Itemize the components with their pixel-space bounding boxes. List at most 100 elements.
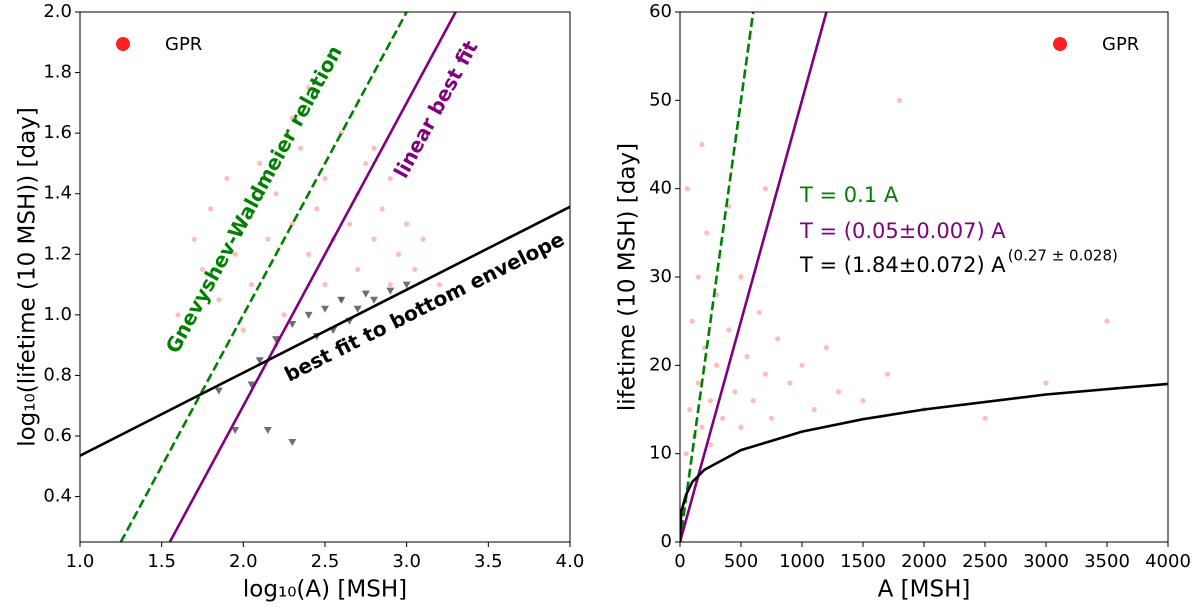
x-tick-label: 4000 — [1145, 551, 1191, 572]
point — [762, 186, 769, 192]
point — [768, 415, 775, 421]
point — [232, 251, 238, 257]
panel: 0 500 1000 1500 2000 2500 3000 3500 4000 0 10 20 30 4… — [615, 1, 1191, 603]
point — [897, 97, 903, 103]
point — [695, 380, 701, 386]
point — [707, 398, 714, 404]
point — [762, 371, 769, 377]
point — [412, 266, 418, 273]
point — [306, 251, 312, 257]
fit-line — [680, 12, 828, 542]
x-tick-label: 1000 — [779, 551, 825, 572]
point — [257, 160, 263, 167]
y-tick-label: 0.4 — [43, 486, 72, 507]
fit-line — [168, 12, 457, 542]
point — [714, 362, 720, 368]
y-tick-label: 40 — [649, 178, 672, 199]
point — [726, 327, 732, 333]
annotation-exponent: (0.27 ± 0.028) — [1008, 247, 1118, 265]
point — [248, 281, 255, 288]
point — [216, 297, 222, 303]
point — [273, 191, 279, 197]
point — [707, 442, 714, 448]
x-tick-label: 3500 — [1084, 551, 1130, 572]
x-tick-label: 0 — [674, 551, 685, 572]
fit-line — [680, 382, 1168, 542]
point — [982, 415, 988, 421]
point — [355, 266, 361, 273]
y-tick-label: 1.6 — [43, 122, 72, 143]
x-tick-label: 2500 — [962, 551, 1008, 572]
legend-label: GPR — [165, 34, 202, 55]
legend-marker — [1053, 37, 1067, 51]
x-tick-label: 4.0 — [556, 551, 585, 572]
point — [281, 312, 287, 318]
point — [387, 281, 393, 288]
point — [689, 318, 695, 324]
triangle-point — [288, 439, 297, 447]
annotation: T = (0.05±0.007) A — [799, 219, 1006, 243]
x-tick-label: 2.5 — [311, 551, 340, 572]
triangle-point — [321, 305, 329, 313]
y-tick-label: 0.8 — [43, 364, 72, 385]
plot-area — [680, 12, 1168, 542]
point — [199, 266, 206, 273]
point — [775, 336, 781, 342]
point — [289, 115, 295, 121]
triangle-point — [255, 357, 264, 365]
point — [1104, 318, 1110, 324]
point — [811, 406, 817, 413]
point — [699, 424, 705, 430]
point — [436, 281, 442, 288]
x-tick-label: 500 — [724, 551, 758, 572]
annotation: T = (1.84±0.072) A — [799, 253, 1006, 277]
point — [240, 221, 246, 227]
point — [371, 145, 377, 151]
fit-line — [680, 12, 755, 542]
point — [379, 206, 385, 212]
y-tick-label: 10 — [649, 443, 672, 464]
x-tick-label: 3.0 — [392, 551, 421, 572]
point — [860, 398, 866, 404]
triangle-point — [386, 287, 395, 295]
triangle-point — [231, 426, 240, 434]
point — [732, 389, 738, 395]
point — [699, 141, 705, 148]
x-tick-label: 2000 — [901, 551, 947, 572]
point — [387, 175, 393, 182]
point — [787, 380, 793, 386]
point — [224, 175, 230, 182]
point — [371, 236, 377, 242]
triangle-point — [272, 336, 280, 344]
point — [322, 175, 328, 182]
x-tick-label: 1.5 — [147, 551, 176, 572]
point — [306, 85, 312, 91]
fit-line — [119, 12, 408, 542]
legend-label: GPR — [1102, 34, 1139, 55]
triangle-point — [288, 320, 297, 328]
point — [297, 145, 304, 151]
annotation: Gnevyshev-Waldmeier relation — [161, 41, 347, 357]
y-tick-label: 1.4 — [43, 183, 72, 204]
y-tick-label: 0 — [661, 531, 672, 552]
triangle-point — [361, 290, 370, 298]
point — [208, 206, 214, 212]
point — [322, 281, 328, 288]
point — [191, 236, 197, 242]
plot-area — [80, 12, 570, 542]
point — [799, 362, 805, 368]
x-tick-label: 2.0 — [229, 551, 258, 572]
x-tick-label: 3000 — [1023, 551, 1069, 572]
y-tick-label: 1.2 — [43, 243, 72, 264]
point — [701, 345, 708, 351]
point — [884, 371, 891, 377]
point — [738, 274, 744, 280]
y-axis-label: log₁₀(lifetime (10 MSH)) [day] — [15, 107, 41, 447]
point — [175, 312, 181, 318]
point — [240, 327, 246, 333]
y-tick-label: 30 — [649, 266, 672, 287]
y-tick-label: 60 — [649, 1, 672, 22]
fit-line — [80, 205, 570, 457]
y-tick-label: 1.8 — [43, 62, 72, 83]
